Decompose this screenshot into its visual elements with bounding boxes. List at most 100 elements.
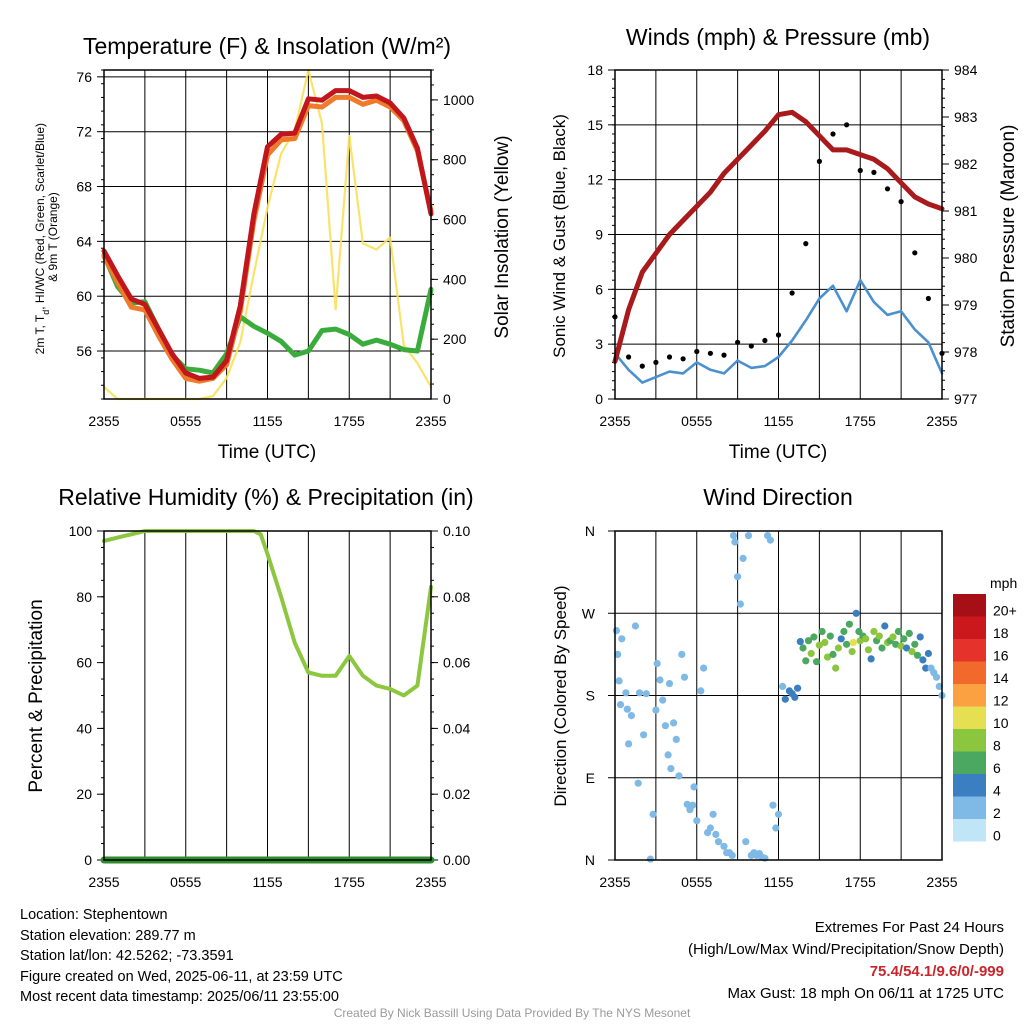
direction-point (731, 538, 739, 546)
rh-left-tick-label: 80 (76, 589, 92, 605)
direction-point (911, 640, 919, 648)
direction-point (913, 651, 922, 659)
direction-point (810, 633, 818, 641)
wind-ylabel-left: Sonic Wind & Gust (Blue, Black) (550, 114, 569, 358)
direction-point (924, 649, 933, 658)
rh-precip-plot: 2355 0555 1155 1755 2355 0 20 40 60 80 100 0.00 0.02… (69, 523, 471, 890)
direction-point (796, 638, 804, 646)
direction-point (881, 622, 889, 630)
dir-xtick-label: 1755 (845, 874, 876, 890)
colorbar-label: 2 (993, 805, 1001, 821)
direction-point (659, 696, 667, 704)
colorbar-swatch (953, 819, 986, 842)
direction-point (818, 627, 826, 636)
rh-xtick-label: 1755 (334, 874, 365, 890)
wind-right-tick-label: 977 (954, 391, 978, 407)
dir-plot-border (614, 530, 943, 861)
wind-xlabel: Time (UTC) (729, 442, 828, 463)
gust-point (666, 354, 673, 360)
direction-point (878, 644, 886, 652)
colorbar-label: 16 (993, 647, 1009, 663)
gust-point (844, 122, 850, 128)
colorbar-swatch (953, 639, 986, 662)
wind-right-tick-label: 984 (954, 62, 978, 78)
direction-point (649, 810, 657, 818)
series-sonic-wind-line (613, 278, 944, 384)
rh-left-tick-label: 40 (76, 720, 92, 736)
wind-right-tick-label: 981 (954, 203, 978, 219)
direction-point (772, 824, 780, 832)
direction-point (642, 690, 650, 698)
dir-left-tick-label: E (586, 770, 595, 786)
colorbar-swatch (953, 616, 986, 639)
direction-point (736, 600, 745, 608)
wind-right-tick-label: 980 (954, 250, 978, 266)
direction-point (690, 783, 698, 791)
colorbar-label: 12 (993, 692, 1009, 708)
direction-point (706, 824, 715, 832)
direction-point (794, 684, 802, 692)
station-elevation: Station elevation: 289.77 m (20, 927, 196, 944)
gust-point (775, 332, 782, 338)
rh-ylabel-left: Percent & Precipitation (26, 599, 47, 792)
direction-point (916, 633, 924, 641)
direction-point (614, 650, 622, 659)
series-2m-t-line (101, 88, 434, 381)
direction-point (903, 644, 911, 652)
direction-point (612, 627, 621, 635)
dir-left-tick-label: W (582, 605, 596, 621)
direction-point (672, 735, 680, 744)
colorbar-swatch (953, 796, 986, 819)
colorbar-label: 10 (993, 715, 1009, 731)
direction-point (675, 772, 683, 780)
wind-xtick-label: 1155 (763, 413, 793, 429)
max-gust: Max Gust: 18 mph On 06/11 at 1725 UTC (727, 985, 1004, 1002)
direction-point (661, 722, 670, 730)
wind-plot-border (614, 69, 943, 400)
rh-chart-title: Relative Humidity (%) & Precipitation (i… (58, 484, 473, 510)
figure-created: Figure created on Wed, 2025-06-11, at 23… (20, 968, 343, 985)
temp-chart-title: Temperature (F) & Insolation (W/m²) (83, 33, 451, 59)
temp-xtick-label: 1755 (334, 413, 365, 429)
colorbar-label: 14 (993, 670, 1009, 686)
direction-point (867, 655, 875, 663)
wind-xtick-label: 2355 (599, 413, 630, 429)
wind-xtick-label: 2355 (926, 413, 957, 429)
direction-point (840, 627, 848, 636)
direction-point (729, 532, 738, 540)
direction-point (837, 635, 845, 643)
direction-point (634, 779, 642, 787)
direction-point (802, 657, 810, 665)
colorbar-label: 6 (993, 760, 1001, 776)
direction-point (908, 648, 916, 656)
direction-point (807, 649, 815, 658)
direction-point (932, 673, 941, 681)
direction-point (680, 673, 689, 681)
direction-point (616, 701, 625, 709)
direction-point (631, 622, 640, 630)
dir-left-tick-label: N (585, 523, 595, 539)
gust-point (680, 356, 686, 362)
temp-left-tick-label: 68 (76, 179, 92, 195)
gust-point (707, 350, 714, 356)
direction-point (625, 740, 633, 748)
temp-ylabel-left-line1: 2m T, Td, HI/WC (Red, Green, Scarlet/Blu… (33, 123, 51, 354)
colorbar-swatch (953, 594, 986, 617)
temp-right-tick-label: 0 (443, 391, 451, 407)
gust-point (639, 363, 645, 369)
credit-line: Created By Nick Bassill Using Data Provi… (333, 1006, 691, 1020)
colorbar-swatch (953, 774, 986, 797)
rh-right-tick-label: 0.06 (443, 655, 470, 671)
direction-point (670, 719, 678, 727)
gust-point (748, 343, 754, 349)
dir-xtick-label: 2355 (599, 874, 630, 890)
colorbar-label: 18 (993, 625, 1009, 641)
rh-xtick-label: 2355 (88, 874, 119, 890)
gust-point (871, 169, 877, 175)
direction-point (623, 705, 631, 713)
recent-timestamp: Most recent data timestamp: 2025/06/11 2… (20, 989, 339, 1005)
direction-point (766, 536, 774, 544)
temp-xtick-label: 1155 (252, 413, 282, 429)
extremes-title: Extremes For Past 24 Hours (814, 919, 1004, 936)
